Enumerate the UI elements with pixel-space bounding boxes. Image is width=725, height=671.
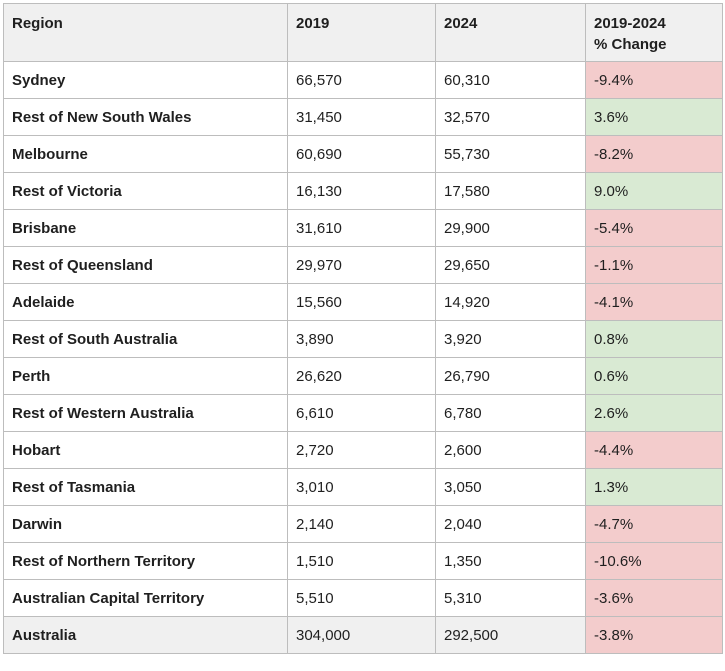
change-cell: 0.8% [585,320,723,358]
header-2024: 2024 [435,3,586,62]
region-change-table: Region 2019 2024 2019-2024 % Change Sydn… [3,3,723,654]
change-cell: -3.6% [585,579,723,617]
value-2024-cell: 5,310 [435,579,586,617]
table-row: Sydney 66,570 60,310 -9.4% [3,61,723,99]
value-2019-cell: 3,010 [287,468,436,506]
value-2019-cell: 66,570 [287,61,436,99]
header-change-line2: % Change [594,36,667,53]
region-cell: Darwin [3,505,288,543]
change-cell: 0.6% [585,357,723,395]
table-row: Adelaide 15,560 14,920 -4.1% [3,283,723,321]
change-cell: -4.1% [585,283,723,321]
change-cell: -9.4% [585,61,723,99]
region-cell: Rest of Tasmania [3,468,288,506]
value-2024-cell: 14,920 [435,283,586,321]
region-cell: Australian Capital Territory [3,579,288,617]
change-cell: 2.6% [585,394,723,432]
value-2024-cell: 3,920 [435,320,586,358]
region-cell: Rest of Queensland [3,246,288,284]
change-cell: -8.2% [585,135,723,173]
value-2019-cell: 29,970 [287,246,436,284]
value-2019-cell: 31,450 [287,98,436,136]
change-cell: -4.7% [585,505,723,543]
value-2024-cell: 55,730 [435,135,586,173]
region-cell: Rest of Western Australia [3,394,288,432]
table-row: Darwin 2,140 2,040 -4.7% [3,505,723,543]
change-cell: 9.0% [585,172,723,210]
value-2024-cell: 2,600 [435,431,586,469]
region-cell: Perth [3,357,288,395]
change-cell: -10.6% [585,542,723,580]
table-row: Brisbane 31,610 29,900 -5.4% [3,209,723,247]
value-2024-cell: 1,350 [435,542,586,580]
table-row: Rest of Victoria 16,130 17,580 9.0% [3,172,723,210]
table-row: Perth 26,620 26,790 0.6% [3,357,723,395]
value-2019-cell: 2,140 [287,505,436,543]
region-cell: Adelaide [3,283,288,321]
region-cell: Rest of Victoria [3,172,288,210]
change-cell: 3.6% [585,98,723,136]
value-2024-cell: 29,900 [435,209,586,247]
table-row: Melbourne 60,690 55,730 -8.2% [3,135,723,173]
table-row: Rest of Tasmania 3,010 3,050 1.3% [3,468,723,506]
change-cell: -1.1% [585,246,723,284]
total-row: Australia 304,000 292,500 -3.8% [3,616,723,654]
table-row: Rest of South Australia 3,890 3,920 0.8% [3,320,723,358]
header-2019: 2019 [287,3,436,62]
region-cell: Rest of South Australia [3,320,288,358]
table-body: Sydney 66,570 60,310 -9.4% Rest of New South… [3,61,723,654]
table-row: Rest of Northern Territory 1,510 1,350 -10.… [3,542,723,580]
region-cell: Hobart [3,431,288,469]
value-2019-cell: 26,620 [287,357,436,395]
region-cell: Rest of New South Wales [3,98,288,136]
value-2019-cell: 15,560 [287,283,436,321]
value-2024-cell: 2,040 [435,505,586,543]
value-2019-cell: 304,000 [287,616,436,654]
value-2019-cell: 5,510 [287,579,436,617]
table-row: Hobart 2,720 2,600 -4.4% [3,431,723,469]
value-2024-cell: 26,790 [435,357,586,395]
region-cell: Melbourne [3,135,288,173]
value-2019-cell: 60,690 [287,135,436,173]
value-2024-cell: 17,580 [435,172,586,210]
table-row: Rest of New South Wales 31,450 32,570 3.6% [3,98,723,136]
value-2024-cell: 6,780 [435,394,586,432]
value-2024-cell: 292,500 [435,616,586,654]
region-cell: Sydney [3,61,288,99]
table-row: Australian Capital Territory 5,510 5,310 -3… [3,579,723,617]
header-change: 2019-2024 % Change [585,3,723,62]
value-2019-cell: 6,610 [287,394,436,432]
change-cell: -4.4% [585,431,723,469]
value-2024-cell: 3,050 [435,468,586,506]
value-2019-cell: 16,130 [287,172,436,210]
region-cell: Rest of Northern Territory [3,542,288,580]
region-cell: Australia [3,616,288,654]
value-2019-cell: 1,510 [287,542,436,580]
change-cell: -5.4% [585,209,723,247]
value-2019-cell: 2,720 [287,431,436,469]
value-2019-cell: 31,610 [287,209,436,247]
change-cell: -3.8% [585,616,723,654]
change-cell: 1.3% [585,468,723,506]
header-row: Region 2019 2024 2019-2024 % Change [3,3,723,62]
value-2024-cell: 60,310 [435,61,586,99]
header-change-line1: 2019-2024 [594,15,666,32]
region-cell: Brisbane [3,209,288,247]
value-2024-cell: 32,570 [435,98,586,136]
table-row: Rest of Queensland 29,970 29,650 -1.1% [3,246,723,284]
value-2024-cell: 29,650 [435,246,586,284]
table-row: Rest of Western Australia 6,610 6,780 2.6% [3,394,723,432]
value-2019-cell: 3,890 [287,320,436,358]
header-region: Region [3,3,288,62]
